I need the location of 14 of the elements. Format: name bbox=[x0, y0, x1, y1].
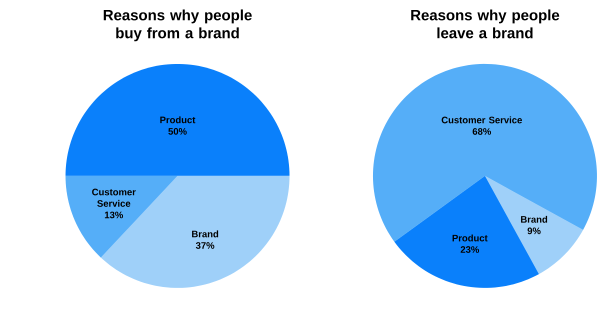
slice-label: Brand bbox=[521, 216, 548, 223]
slice-label: Customer Service bbox=[442, 116, 522, 124]
data-label: 50% bbox=[168, 128, 187, 135]
slice-label: Brand bbox=[192, 230, 218, 238]
data-label: 68% bbox=[472, 128, 492, 135]
data-label: 37% bbox=[196, 242, 214, 249]
chart-title: Reasons why people buy from a brand bbox=[104, 9, 252, 42]
data-label: 9% bbox=[528, 228, 541, 234]
slice-label: Product bbox=[160, 116, 196, 124]
data-label: 23% bbox=[460, 246, 480, 253]
slice-label: Customer Service bbox=[92, 188, 136, 207]
data-label: 13% bbox=[104, 212, 124, 218]
chart-title: Reasons why people leave a brand bbox=[411, 9, 560, 38]
slice-label: Product bbox=[452, 234, 488, 242]
